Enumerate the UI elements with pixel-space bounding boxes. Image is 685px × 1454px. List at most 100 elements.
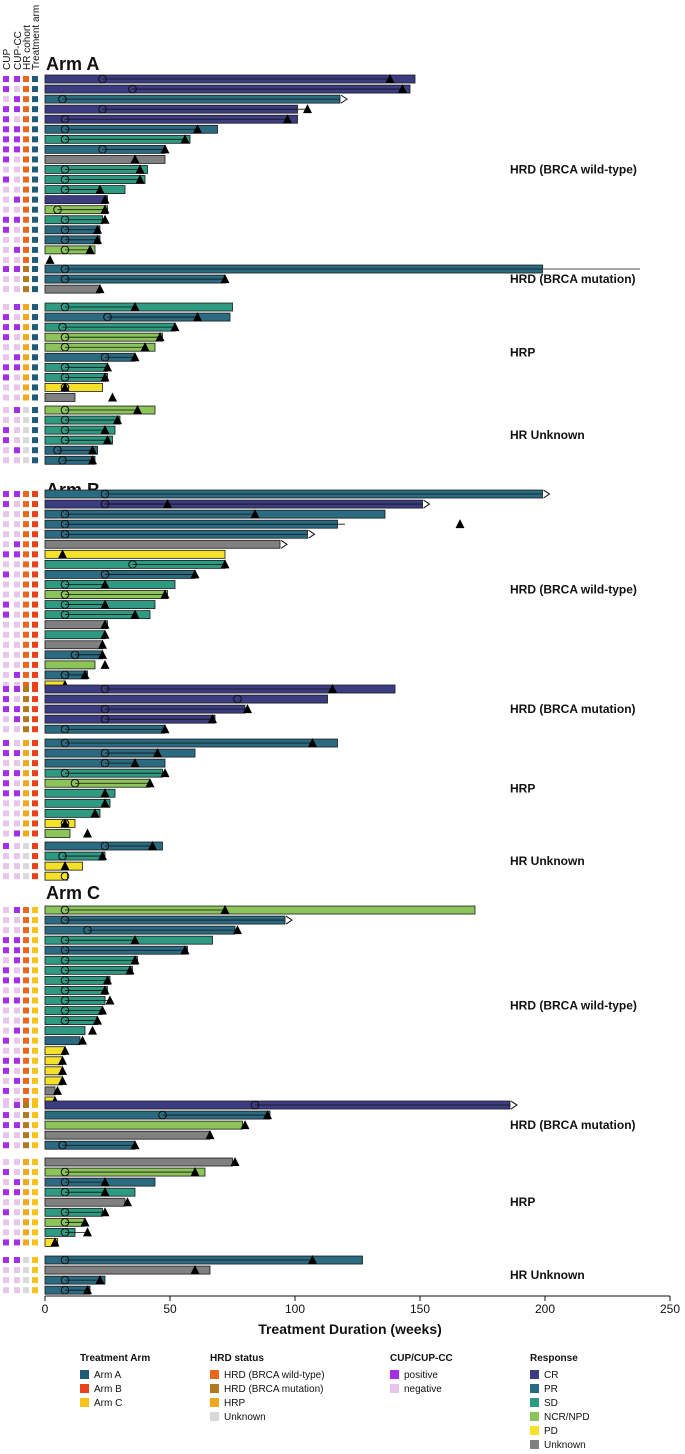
cupcc-status-square bbox=[14, 1077, 20, 1084]
legend-swatch bbox=[80, 1398, 89, 1407]
cup-status-square bbox=[3, 1169, 9, 1176]
progression-marker bbox=[160, 724, 170, 734]
cupcc-status-square bbox=[14, 581, 20, 588]
cupcc-status-square bbox=[14, 364, 20, 371]
cup-status-square bbox=[3, 977, 9, 984]
patient-row bbox=[3, 589, 170, 599]
patient-row bbox=[3, 559, 230, 569]
arm-square bbox=[32, 917, 38, 924]
patient-row bbox=[3, 539, 288, 549]
patient-row bbox=[3, 748, 196, 758]
legend-swatch bbox=[530, 1370, 539, 1379]
response-start-marker bbox=[103, 312, 112, 322]
arm-square bbox=[32, 706, 38, 713]
cupcc-status-square bbox=[14, 661, 20, 668]
progression-marker bbox=[100, 798, 110, 808]
cupcc-status-square bbox=[14, 521, 20, 528]
cup-status-square bbox=[3, 1097, 9, 1104]
cup-status-square bbox=[3, 116, 9, 123]
arm-square bbox=[32, 927, 38, 934]
hr-cohort-square bbox=[23, 246, 29, 253]
cup-status-square bbox=[3, 1047, 9, 1054]
patient-row bbox=[3, 244, 96, 255]
response-start-marker bbox=[100, 714, 110, 724]
progression-marker bbox=[88, 455, 97, 465]
cup-status-square bbox=[3, 344, 9, 351]
cup-status-square bbox=[3, 286, 9, 293]
hr-cohort-square bbox=[23, 1112, 29, 1119]
arm-square bbox=[32, 947, 38, 954]
cup-status-square bbox=[3, 1017, 9, 1024]
cup-status-square bbox=[3, 1037, 9, 1044]
progression-marker bbox=[83, 1227, 92, 1237]
cupcc-status-square bbox=[14, 1287, 20, 1294]
arm-square bbox=[32, 206, 38, 213]
cupcc-status-square bbox=[14, 1267, 20, 1274]
cupcc-status-square bbox=[14, 136, 20, 143]
cupcc-status-square bbox=[14, 706, 20, 713]
patient-row bbox=[3, 995, 115, 1005]
cupcc-status-square bbox=[14, 651, 20, 658]
arm-square bbox=[32, 1239, 38, 1246]
response-start-marker bbox=[60, 600, 70, 609]
arm-square bbox=[32, 166, 38, 173]
cupcc-status-square bbox=[14, 457, 20, 464]
patient-row bbox=[3, 629, 110, 640]
hr-cohort-square bbox=[23, 726, 29, 733]
duration-bar bbox=[44, 808, 101, 818]
cupcc-status-square bbox=[14, 146, 20, 153]
progression-marker bbox=[105, 995, 115, 1005]
patient-row bbox=[3, 332, 165, 342]
hr-cohort-square bbox=[23, 384, 29, 391]
cup-status-square bbox=[3, 437, 9, 444]
hr-cohort-square bbox=[23, 561, 29, 568]
hr-cohort-square bbox=[23, 1067, 29, 1074]
response-start-marker bbox=[60, 1006, 70, 1015]
cup-status-square bbox=[3, 1159, 9, 1166]
patient-row bbox=[3, 302, 233, 312]
progression-marker bbox=[220, 274, 230, 284]
legend-title: CUP/CUP-CC bbox=[390, 1353, 453, 1364]
hr-cohort-square bbox=[23, 581, 29, 588]
hr-cohort-square bbox=[23, 790, 29, 797]
cup-status-square bbox=[3, 1112, 9, 1119]
cupcc-status-square bbox=[14, 256, 20, 263]
legend-label: PD bbox=[544, 1426, 558, 1437]
x-tick-label: 250 bbox=[660, 1302, 680, 1316]
arm-square bbox=[32, 1097, 38, 1104]
cupcc-status-square bbox=[14, 1189, 20, 1196]
hr-cohort-square bbox=[23, 511, 29, 518]
arm-square bbox=[32, 1287, 38, 1294]
response-start-marker bbox=[60, 373, 70, 382]
hr-cohort-square bbox=[23, 1287, 29, 1294]
hr-cohort-square bbox=[23, 1142, 29, 1149]
cup-status-square bbox=[3, 384, 9, 391]
hr-cohort-square bbox=[23, 873, 29, 880]
cupcc-status-square bbox=[14, 686, 20, 693]
patient-row bbox=[3, 649, 107, 660]
arm-square bbox=[32, 641, 38, 648]
cup-status-square bbox=[3, 1189, 9, 1196]
cup-status-square bbox=[3, 760, 9, 767]
response-start-marker bbox=[70, 778, 80, 788]
progression-marker bbox=[80, 1217, 90, 1227]
response-start-marker bbox=[60, 905, 70, 915]
cupcc-status-square bbox=[14, 571, 20, 578]
progression-marker bbox=[100, 204, 110, 214]
patient-row bbox=[3, 975, 112, 985]
cup-status-square bbox=[3, 146, 9, 153]
response-start-marker bbox=[60, 165, 70, 174]
cup-status-square bbox=[3, 156, 9, 163]
cupcc-status-square bbox=[14, 196, 20, 203]
cupcc-status-square bbox=[14, 641, 20, 648]
hr-cohort-square bbox=[23, 1189, 29, 1196]
legend-label: HRD (BRCA wild-type) bbox=[224, 1370, 325, 1381]
progression-marker bbox=[163, 499, 172, 509]
patient-row bbox=[3, 1227, 92, 1237]
progression-marker bbox=[170, 322, 180, 332]
response-start-marker bbox=[60, 610, 70, 619]
response-start-marker bbox=[60, 215, 70, 225]
progression-marker bbox=[95, 284, 105, 294]
cupcc-status-square bbox=[14, 716, 20, 723]
cup-status-square bbox=[3, 106, 9, 113]
